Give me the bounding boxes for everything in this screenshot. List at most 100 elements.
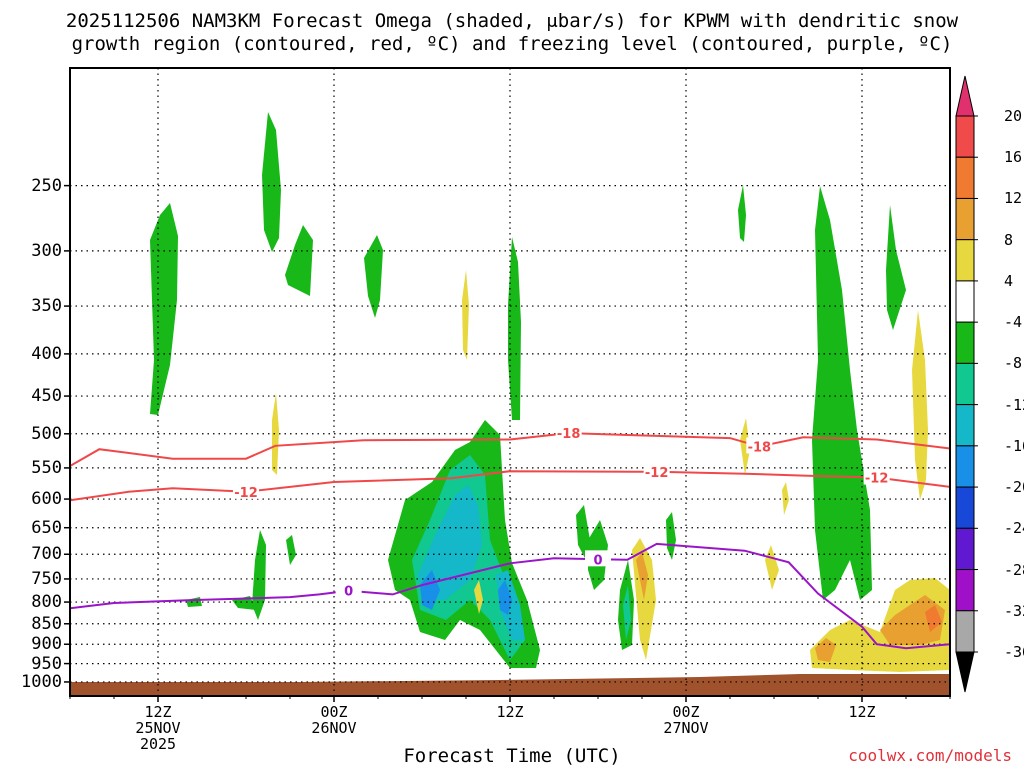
y-tick-label: 900 (31, 634, 62, 655)
omega-region (286, 535, 296, 565)
omega-region (880, 595, 945, 645)
x-tick-label: 12Z (848, 703, 876, 721)
grid (70, 68, 950, 696)
omega-region (812, 186, 872, 600)
contours: -18 -18 -12 -12 -12 0 0 (70, 424, 950, 650)
x-tick-label: 12Z (496, 703, 524, 721)
contour-label: -12 (645, 466, 669, 481)
omega-region (666, 512, 676, 560)
omega-region (150, 203, 178, 415)
omega-region (886, 205, 906, 330)
colorbar-swatch (955, 321, 975, 364)
contour-label: 0 (344, 585, 353, 600)
x-tick-label: 12Z (144, 703, 172, 721)
chart-title-line1: 2025112506 NAM3KM Forecast Omega (shaded… (65, 10, 959, 32)
x-tick-label: 26NOV (311, 719, 357, 737)
site-credit[interactable]: coolwx.com/models (848, 746, 1012, 765)
contour-label-bg (585, 550, 611, 567)
omega-region (285, 225, 313, 296)
contour-line (70, 470, 950, 502)
y-tick-label: 250 (31, 175, 62, 196)
y-tick-label: 800 (31, 592, 62, 613)
colorbar-swatch (955, 569, 975, 612)
omega-region (912, 310, 928, 500)
y-tick-label: 950 (31, 653, 62, 674)
colorbar-swatch (955, 404, 975, 447)
omega-region (810, 578, 950, 672)
colorbar-swatch (955, 280, 975, 323)
colorbar-label: -4 (1004, 313, 1023, 332)
omega-region (740, 418, 750, 475)
colorbar-label: -28 (1004, 560, 1024, 579)
omega-region (765, 545, 779, 590)
omega-region (474, 580, 483, 614)
colorbar-swatch (955, 610, 975, 653)
colorbar-label: -32 (1004, 601, 1024, 620)
colorbar-label: -36 (1004, 643, 1024, 661)
x-axis-title: Forecast Time (UTC) (403, 745, 621, 767)
y-tick-label: 700 (31, 544, 62, 565)
contour-label-bg (746, 437, 773, 454)
y-tick-label: 1000 (21, 671, 62, 692)
omega-region (498, 580, 512, 615)
x-tick-label: 00Z (672, 703, 700, 721)
y-tick-label: 350 (31, 296, 62, 317)
colorbar-label: 16 (1004, 148, 1023, 167)
colorbar-label: 12 (1004, 189, 1023, 208)
colorbar-swatch (955, 156, 975, 199)
y-tick-label: 650 (31, 517, 62, 538)
omega-region (925, 605, 942, 632)
colorbar-label: 8 (1004, 230, 1014, 249)
omega-region (738, 185, 746, 242)
contour-label-bg (233, 482, 259, 499)
colorbar-swatch (955, 239, 975, 282)
y-tick-label: 600 (31, 489, 62, 510)
contour-label: -18 (748, 440, 772, 455)
omega-region (420, 570, 440, 610)
y-tick-label: 850 (31, 613, 62, 634)
colorbar-swatch (955, 115, 975, 158)
y-tick-label: 500 (31, 423, 62, 444)
colorbar-swatch (955, 445, 975, 488)
colorbar-label: -8 (1004, 354, 1023, 373)
y-tick-label: 300 (31, 240, 62, 261)
contour-label-bg (335, 581, 362, 598)
colorbar-top-arrow (955, 75, 975, 117)
colorbar-label: -20 (1004, 478, 1024, 497)
omega-region (262, 112, 281, 252)
omega-region (636, 552, 648, 600)
contour-label: -18 (557, 427, 581, 442)
omega-region (186, 597, 202, 607)
x-tick-label: 27NOV (663, 719, 709, 737)
y-tick-label: 550 (31, 457, 62, 478)
omega-region (364, 235, 383, 318)
omega-region (815, 638, 836, 662)
colorbar-swatch (955, 527, 975, 571)
colorbar-label: 20 (1004, 107, 1023, 125)
x-tick-label: 2025 (139, 735, 177, 753)
contour-line (70, 432, 950, 467)
colorbar-label: 4 (1004, 271, 1014, 290)
contour-label-bg (555, 424, 582, 441)
contour-label-bg (863, 468, 890, 485)
omega-region (272, 393, 279, 475)
y-tick-label: 400 (31, 343, 62, 364)
x-tick-label: 25NOV (135, 719, 181, 737)
colorbar-swatch (955, 362, 975, 406)
axis-ticks (64, 184, 951, 702)
omega-region (576, 505, 590, 560)
omega-region (462, 270, 469, 360)
omega-region (623, 585, 631, 640)
colorbar-label: -24 (1004, 519, 1024, 538)
omega-region (418, 485, 482, 600)
colorbar-bottom-arrow (955, 651, 975, 693)
colorbar-swatch (955, 486, 975, 529)
omega-region (508, 237, 521, 420)
contour-label: -12 (865, 472, 889, 487)
colorbar (955, 75, 978, 693)
colorbar-label: -12 (1004, 395, 1024, 414)
contour-label-bg (643, 462, 670, 479)
y-tick-label: 750 (31, 568, 62, 589)
contour-label: -12 (234, 486, 258, 501)
